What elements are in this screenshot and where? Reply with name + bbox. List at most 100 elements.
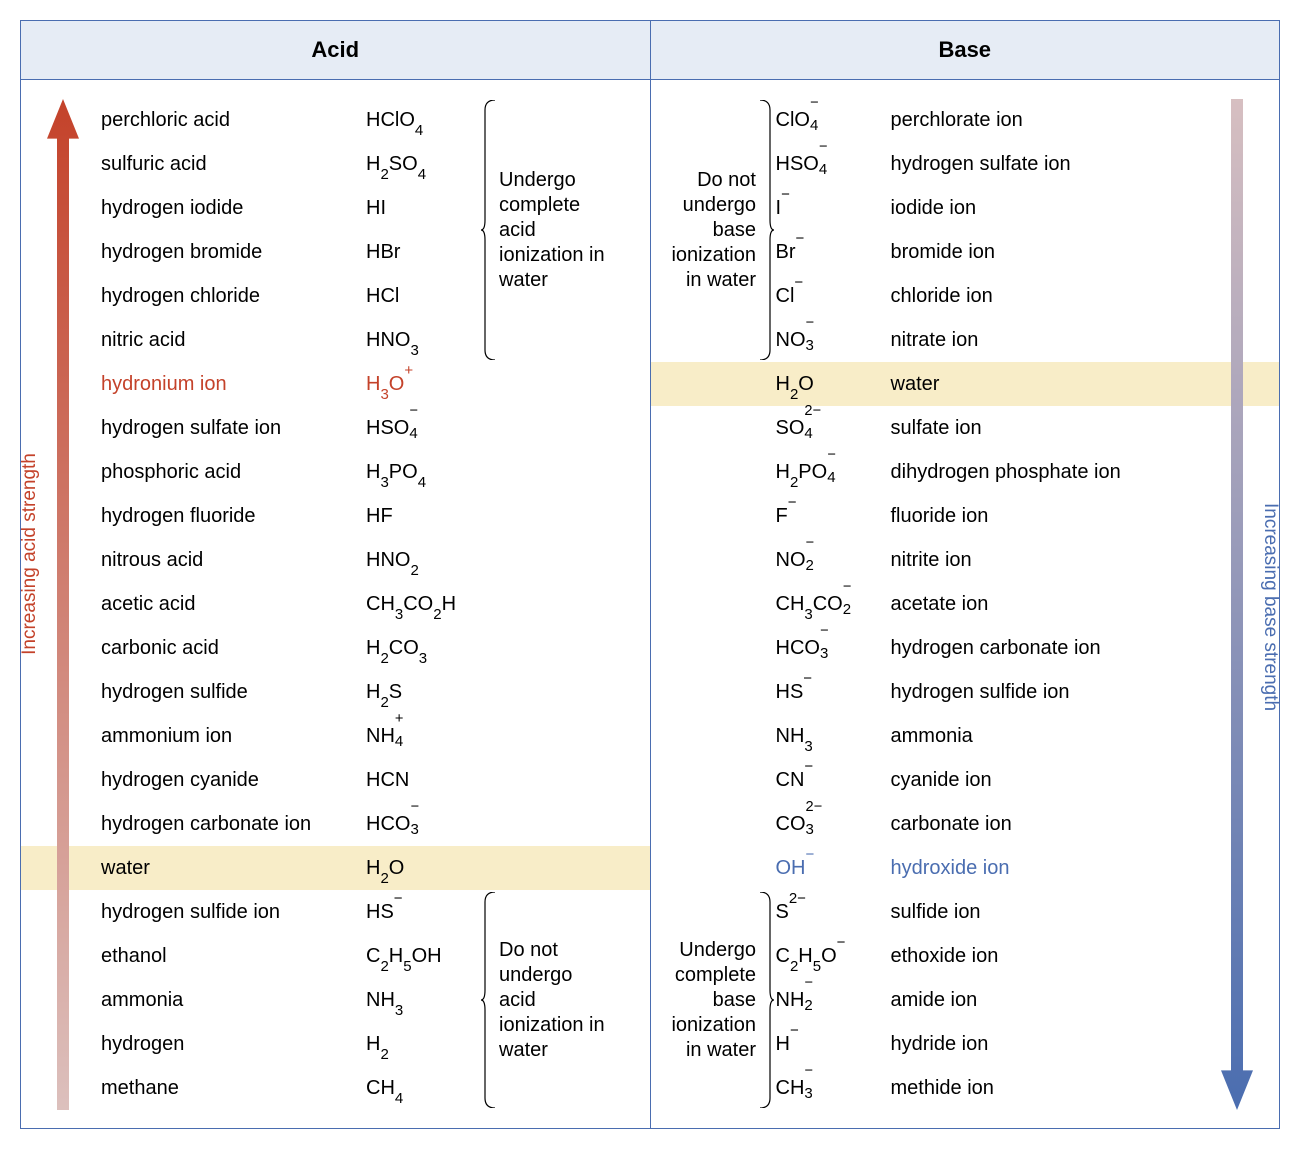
acid-name: hydrogen [101, 1033, 366, 1056]
acid-formula: HBr [366, 241, 481, 264]
base-row: CO2−3carbonate ion [651, 802, 1280, 846]
brace-text: Do not undergo acid ionization in water [499, 938, 609, 1063]
base-formula: Br− [776, 241, 891, 264]
acid-formula: H3O+ [366, 373, 481, 396]
base-name: nitrate ion [891, 329, 1200, 352]
base-name: nitrite ion [891, 549, 1200, 572]
acid-row: waterH2O [21, 846, 650, 890]
acid-row: hydrogen carbonate ionHCO−3 [21, 802, 650, 846]
acid-row: nitrous acidHNO2 [21, 538, 650, 582]
acid-name: water [101, 857, 366, 880]
acid-name: hydrogen carbonate ion [101, 813, 366, 836]
base-formula: ClO−4 [776, 109, 891, 132]
acid-formula: HF [366, 505, 481, 528]
brace-icon [481, 100, 495, 360]
acid-name: nitrous acid [101, 549, 366, 572]
acid-formula: H2 [366, 1033, 481, 1056]
base-name: amide ion [891, 989, 1200, 1012]
base-formula: NH3 [776, 725, 891, 748]
acid-formula: CH4 [366, 1077, 481, 1100]
base-formula: S2− [776, 901, 891, 924]
base-name: hydrogen carbonate ion [891, 637, 1200, 660]
base-row: NO−2nitrite ion [651, 538, 1280, 582]
brace-icon [760, 892, 774, 1108]
acid-formula: HClO4 [366, 109, 481, 132]
base-name: fluoride ion [891, 505, 1200, 528]
acid-formula: HSO−4 [366, 417, 481, 440]
base-row: CN−cyanide ion [651, 758, 1280, 802]
base-name: hydrogen sulfide ion [891, 681, 1200, 704]
base-name: iodide ion [891, 197, 1200, 220]
base-name: ammonia [891, 725, 1200, 748]
base-row: H2Owater [651, 362, 1280, 406]
acid-name: hydronium ion [101, 373, 366, 396]
acid-name: hydrogen chloride [101, 285, 366, 308]
base-name: chloride ion [891, 285, 1200, 308]
acid-row: hydrogen sulfate ionHSO−4 [21, 406, 650, 450]
base-formula: HCO−3 [776, 637, 891, 660]
header-acid: Acid [21, 21, 651, 79]
acid-formula: H2O [366, 857, 481, 880]
body: perchloric acidHClO4sulfuric acidH2SO4 hy… [21, 80, 1279, 1128]
acid-name: perchloric acid [101, 109, 366, 132]
acid-formula: HCl [366, 285, 481, 308]
base-row: SO2−4sulfate ion [651, 406, 1280, 450]
acid-arrow-label: Increasing acid strength [19, 453, 41, 655]
acid-name: hydrogen sulfide [101, 681, 366, 704]
base-formula: I− [776, 197, 891, 220]
acid-formula: HCO−3 [366, 813, 481, 836]
acid-name: hydrogen sulfide ion [101, 901, 366, 924]
base-row: NH3ammonia [651, 714, 1280, 758]
base-formula: CH3CO−2 [776, 593, 891, 616]
header-row: Acid Base [21, 21, 1279, 80]
base-name: sulfate ion [891, 417, 1200, 440]
acid-name: sulfuric acid [101, 153, 366, 176]
acid-name: hydrogen cyanide [101, 769, 366, 792]
acid-formula: HI [366, 197, 481, 220]
acid-formula: C2H5OH [366, 945, 481, 968]
brace-text: Do not undergo base ionization in water [651, 168, 757, 293]
base-formula: HSO−4 [776, 153, 891, 176]
base-name: cyanide ion [891, 769, 1200, 792]
acid-row: hydrogen sulfideH2S [21, 670, 650, 714]
base-row: HS−hydrogen sulfide ion [651, 670, 1280, 714]
base-formula: NH−2 [776, 989, 891, 1012]
acid-formula: H2SO4 [366, 153, 481, 176]
acid-name: carbonic acid [101, 637, 366, 660]
base-formula: Cl− [776, 285, 891, 308]
base-strength-arrow: Increasing base strength [1221, 99, 1253, 1110]
acid-formula: HCN [366, 769, 481, 792]
base-formula: CO2−3 [776, 813, 891, 836]
base-formula: H2O [776, 373, 891, 396]
brace-text: Undergo complete base ionization in wate… [651, 938, 757, 1063]
base-formula: CN− [776, 769, 891, 792]
acid-formula: H2CO3 [366, 637, 481, 660]
base-formula: NO−3 [776, 329, 891, 352]
acid-formula: H2S [366, 681, 481, 704]
acid-name: ammonium ion [101, 725, 366, 748]
acid-row: ammonium ionNH+4 [21, 714, 650, 758]
base-row: OH−hydroxide ion [651, 846, 1280, 890]
base-arrow-label: Increasing base strength [1259, 503, 1281, 711]
base-formula: H− [776, 1033, 891, 1056]
acid-name: hydrogen sulfate ion [101, 417, 366, 440]
acid-name: acetic acid [101, 593, 366, 616]
brace-text: Undergo complete acid ionization in wate… [499, 168, 609, 293]
base-name: carbonate ion [891, 813, 1200, 836]
acid-formula: HNO2 [366, 549, 481, 572]
acid-row: phosphoric acidH3PO4 [21, 450, 650, 494]
acid-formula: HNO3 [366, 329, 481, 352]
base-row: CH3CO−2acetate ion [651, 582, 1280, 626]
base-column: ClO−4perchlorate ionHSO−4hydrogen sulfat… [651, 80, 1280, 1128]
acid-name: ammonia [101, 989, 366, 1012]
base-formula: HS− [776, 681, 891, 704]
acid-formula: NH+4 [366, 725, 481, 748]
brace-note: Do not undergo acid ionization in water [481, 892, 609, 1108]
base-formula: NO−2 [776, 549, 891, 572]
brace-icon [481, 892, 495, 1108]
acid-name: hydrogen fluoride [101, 505, 366, 528]
acid-strength-arrow: Increasing acid strength [47, 99, 79, 1110]
base-name: ethoxide ion [891, 945, 1200, 968]
base-name: hydride ion [891, 1033, 1200, 1056]
base-row: HCO−3hydrogen carbonate ion [651, 626, 1280, 670]
